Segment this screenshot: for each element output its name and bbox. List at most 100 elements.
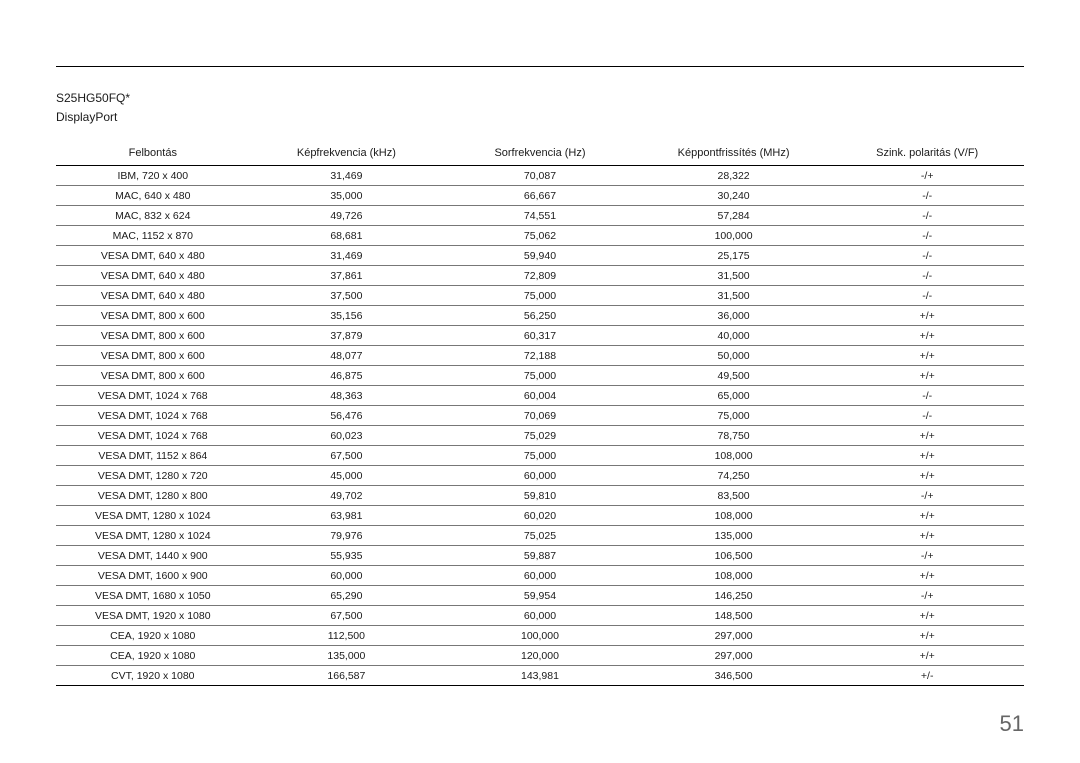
table-cell: 49,726 <box>250 206 444 226</box>
table-cell: 31,469 <box>250 166 444 186</box>
table-row: MAC, 832 x 62449,72674,55157,284-/- <box>56 206 1024 226</box>
table-cell: 346,500 <box>637 666 831 686</box>
table-row: VESA DMT, 1920 x 108067,50060,000148,500… <box>56 606 1024 626</box>
table-row: VESA DMT, 1152 x 86467,50075,000108,000+… <box>56 446 1024 466</box>
table-row: VESA DMT, 1280 x 102479,97675,025135,000… <box>56 526 1024 546</box>
table-cell: 135,000 <box>637 526 831 546</box>
table-cell: 37,879 <box>250 326 444 346</box>
table-cell: 166,587 <box>250 666 444 686</box>
table-cell: +/+ <box>830 566 1024 586</box>
table-cell: 72,188 <box>443 346 637 366</box>
table-cell: 100,000 <box>443 626 637 646</box>
table-cell: 143,981 <box>443 666 637 686</box>
table-cell: VESA DMT, 1024 x 768 <box>56 426 250 446</box>
table-cell: -/- <box>830 226 1024 246</box>
table-cell: 75,000 <box>443 446 637 466</box>
table-cell: 60,317 <box>443 326 637 346</box>
table-cell: 37,500 <box>250 286 444 306</box>
table-cell: -/- <box>830 206 1024 226</box>
table-cell: -/+ <box>830 166 1024 186</box>
table-cell: VESA DMT, 1440 x 900 <box>56 546 250 566</box>
table-cell: 46,875 <box>250 366 444 386</box>
table-cell: 37,861 <box>250 266 444 286</box>
table-cell: 75,000 <box>443 286 637 306</box>
table-row: VESA DMT, 1024 x 76856,47670,06975,000-/… <box>56 406 1024 426</box>
table-cell: 74,250 <box>637 466 831 486</box>
table-cell: VESA DMT, 1280 x 720 <box>56 466 250 486</box>
table-cell: 78,750 <box>637 426 831 446</box>
table-cell: -/- <box>830 386 1024 406</box>
table-cell: 106,500 <box>637 546 831 566</box>
table-cell: 35,156 <box>250 306 444 326</box>
table-cell: -/+ <box>830 586 1024 606</box>
table-cell: VESA DMT, 640 x 480 <box>56 246 250 266</box>
table-cell: 79,976 <box>250 526 444 546</box>
table-cell: 31,500 <box>637 286 831 306</box>
table-cell: 50,000 <box>637 346 831 366</box>
table-cell: 148,500 <box>637 606 831 626</box>
table-cell: CEA, 1920 x 1080 <box>56 626 250 646</box>
col-header-pixfreq: Képpontfrissítés (MHz) <box>637 141 831 166</box>
table-cell: 57,284 <box>637 206 831 226</box>
table-cell: VESA DMT, 800 x 600 <box>56 326 250 346</box>
table-cell: 35,000 <box>250 186 444 206</box>
table-cell: 40,000 <box>637 326 831 346</box>
table-cell: 67,500 <box>250 446 444 466</box>
table-cell: +/+ <box>830 506 1024 526</box>
port-label: DisplayPort <box>56 108 1024 127</box>
table-cell: 65,290 <box>250 586 444 606</box>
table-cell: -/- <box>830 246 1024 266</box>
timing-table: Felbontás Képfrekvencia (kHz) Sorfrekven… <box>56 141 1024 686</box>
table-cell: 60,023 <box>250 426 444 446</box>
table-cell: 45,000 <box>250 466 444 486</box>
table-cell: 56,476 <box>250 406 444 426</box>
table-body: IBM, 720 x 40031,46970,08728,322-/+MAC, … <box>56 166 1024 686</box>
table-row: VESA DMT, 640 x 48037,86172,80931,500-/- <box>56 266 1024 286</box>
table-cell: VESA DMT, 1024 x 768 <box>56 386 250 406</box>
table-cell: 49,500 <box>637 366 831 386</box>
table-cell: 146,250 <box>637 586 831 606</box>
col-header-hfreq: Képfrekvencia (kHz) <box>250 141 444 166</box>
table-cell: VESA DMT, 1280 x 1024 <box>56 506 250 526</box>
table-cell: 59,810 <box>443 486 637 506</box>
table-cell: +/+ <box>830 426 1024 446</box>
table-cell: VESA DMT, 800 x 600 <box>56 366 250 386</box>
table-cell: 60,004 <box>443 386 637 406</box>
table-cell: 49,702 <box>250 486 444 506</box>
table-cell: 60,000 <box>443 566 637 586</box>
table-cell: +/+ <box>830 526 1024 546</box>
table-cell: 25,175 <box>637 246 831 266</box>
table-row: VESA DMT, 1024 x 76848,36360,00465,000-/… <box>56 386 1024 406</box>
table-cell: 60,000 <box>443 606 637 626</box>
table-row: MAC, 1152 x 87068,68175,062100,000-/- <box>56 226 1024 246</box>
table-cell: IBM, 720 x 400 <box>56 166 250 186</box>
table-cell: -/- <box>830 286 1024 306</box>
table-cell: VESA DMT, 800 x 600 <box>56 306 250 326</box>
table-cell: 48,077 <box>250 346 444 366</box>
table-cell: VESA DMT, 1280 x 1024 <box>56 526 250 546</box>
table-cell: VESA DMT, 800 x 600 <box>56 346 250 366</box>
table-cell: 65,000 <box>637 386 831 406</box>
table-row: VESA DMT, 1600 x 90060,00060,000108,000+… <box>56 566 1024 586</box>
table-row: VESA DMT, 800 x 60035,15656,25036,000+/+ <box>56 306 1024 326</box>
table-cell: -/+ <box>830 486 1024 506</box>
table-cell: +/+ <box>830 366 1024 386</box>
table-cell: 75,000 <box>443 366 637 386</box>
table-cell: 100,000 <box>637 226 831 246</box>
table-cell: 108,000 <box>637 506 831 526</box>
table-cell: 108,000 <box>637 446 831 466</box>
table-cell: 75,025 <box>443 526 637 546</box>
table-cell: 59,887 <box>443 546 637 566</box>
table-cell: 28,322 <box>637 166 831 186</box>
table-row: CEA, 1920 x 1080135,000120,000297,000+/+ <box>56 646 1024 666</box>
table-row: CEA, 1920 x 1080112,500100,000297,000+/+ <box>56 626 1024 646</box>
table-cell: 60,000 <box>250 566 444 586</box>
table-row: VESA DMT, 1280 x 102463,98160,020108,000… <box>56 506 1024 526</box>
table-cell: -/- <box>830 186 1024 206</box>
col-header-polarity: Szink. polaritás (V/F) <box>830 141 1024 166</box>
col-header-resolution: Felbontás <box>56 141 250 166</box>
table-cell: +/+ <box>830 606 1024 626</box>
table-cell: 120,000 <box>443 646 637 666</box>
table-row: MAC, 640 x 48035,00066,66730,240-/- <box>56 186 1024 206</box>
table-cell: 70,069 <box>443 406 637 426</box>
